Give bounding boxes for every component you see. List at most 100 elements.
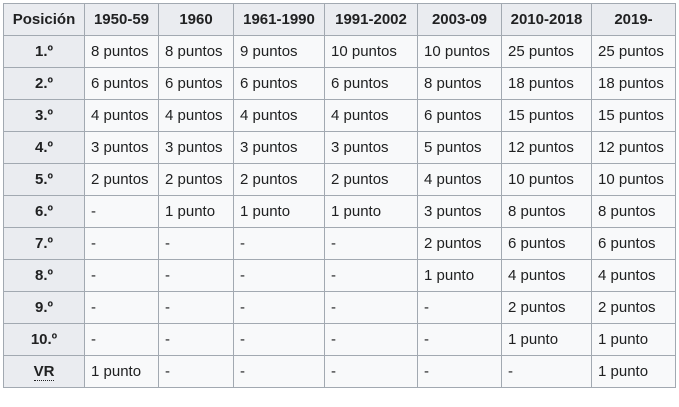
points-cell: - [417,323,502,356]
header-period: 2003-09 [417,3,502,36]
points-cell: 3 puntos [324,131,418,164]
position-cell: 5.º [3,163,85,196]
points-cell: 4 puntos [501,259,592,292]
header-position: Posición [3,3,85,36]
position-cell: 7.º [3,227,85,260]
header-period: 1960 [158,3,234,36]
position-cell: 6.º [3,195,85,228]
points-system-table: Posición 1950-59 1960 1961-1990 1991-200… [3,3,676,388]
points-cell: 1 punto [591,355,676,388]
points-cell: 8 puntos [591,195,676,228]
points-cell: - [233,291,325,324]
points-cell: 12 puntos [501,131,592,164]
position-cell: 4.º [3,131,85,164]
points-cell: 6 puntos [501,227,592,260]
points-cell: 6 puntos [158,67,234,100]
points-cell: 6 puntos [417,99,502,132]
points-cell: - [84,227,159,260]
points-cell: 4 puntos [324,99,418,132]
position-cell: 10.º [3,323,85,356]
points-cell: - [158,259,234,292]
points-cell: 8 puntos [417,67,502,100]
table-row: 4.º 3 puntos 3 puntos 3 puntos 3 puntos 5 pun… [3,131,676,164]
points-cell: 1 punto [324,195,418,228]
points-cell: 25 puntos [501,35,592,68]
points-cell: 4 puntos [233,99,325,132]
points-cell: - [324,323,418,356]
points-cell: 10 puntos [417,35,502,68]
points-cell: - [84,323,159,356]
points-cell: - [233,323,325,356]
points-cell: 1 punto [158,195,234,228]
table-row: 5.º 2 puntos 2 puntos 2 puntos 2 puntos 4 pun… [3,163,676,196]
points-cell: 10 puntos [324,35,418,68]
points-cell: 10 puntos [501,163,592,196]
position-cell: 3.º [3,99,85,132]
header-period: 1991-2002 [324,3,418,36]
points-cell: 3 puntos [158,131,234,164]
table-row: 9.º - - - - -2 puntos 2 puntos [3,291,676,324]
points-cell: - [158,323,234,356]
points-cell: 3 puntos [417,195,502,228]
header-period: 1950-59 [84,3,159,36]
table-row: 7.º - - - -2 puntos 6 puntos 6 puntos [3,227,676,260]
points-cell: 6 puntos [233,67,325,100]
points-cell: 2 puntos [158,163,234,196]
points-cell: 3 puntos [84,131,159,164]
points-cell: - [501,355,592,388]
points-cell: 12 puntos [591,131,676,164]
table-row: VR 1 punto - - - - -1 punto [3,355,676,388]
points-cell: 1 punto [84,355,159,388]
points-cell: 1 punto [417,259,502,292]
points-cell: 18 puntos [591,67,676,100]
table-row: 10.º - - - - -1 punto 1 punto [3,323,676,356]
points-cell: 6 puntos [591,227,676,260]
position-cell: 9.º [3,291,85,324]
points-cell: - [233,227,325,260]
points-cell: 4 puntos [84,99,159,132]
points-cell: 8 puntos [158,35,234,68]
points-cell: 6 puntos [84,67,159,100]
points-cell: 1 punto [233,195,325,228]
points-cell: 5 puntos [417,131,502,164]
points-cell: 25 puntos [591,35,676,68]
points-cell: 4 puntos [417,163,502,196]
points-cell: 2 puntos [324,163,418,196]
table-container: Posición 1950-59 1960 1961-1990 1991-200… [3,3,676,388]
position-cell: 2.º [3,67,85,100]
points-cell: - [158,227,234,260]
table-row: 8.º - - - -1 punto 4 puntos 4 puntos [3,259,676,292]
points-cell: 2 puntos [233,163,325,196]
points-cell: 15 puntos [501,99,592,132]
header-row: Posición 1950-59 1960 1961-1990 1991-200… [3,3,676,36]
header-period: 1961-1990 [233,3,325,36]
points-cell: 10 puntos [591,163,676,196]
header-period: 2010-2018 [501,3,592,36]
points-cell: 6 puntos [324,67,418,100]
points-cell: 8 puntos [84,35,159,68]
points-cell: 3 puntos [233,131,325,164]
points-cell: 18 puntos [501,67,592,100]
points-cell: 1 punto [591,323,676,356]
fastest-lap-abbr[interactable]: VR [33,363,55,381]
points-cell: - [84,195,159,228]
points-cell: - [158,355,234,388]
points-cell: - [324,259,418,292]
points-cell: 9 puntos [233,35,325,68]
position-cell: 1.º [3,35,85,68]
points-cell: 4 puntos [591,259,676,292]
points-cell: 4 puntos [158,99,234,132]
points-cell: - [84,291,159,324]
table-row: 3.º 4 puntos 4 puntos 4 puntos 4 puntos 6 pun… [3,99,676,132]
points-cell: - [417,355,502,388]
points-cell: 8 puntos [501,195,592,228]
points-cell: - [324,291,418,324]
table-row: 2.º 6 puntos 6 puntos 6 puntos 6 puntos 8 pun… [3,67,676,100]
points-cell: - [324,227,418,260]
points-cell: - [233,259,325,292]
points-cell: - [84,259,159,292]
points-cell: - [233,355,325,388]
points-cell: - [158,291,234,324]
points-cell: 2 puntos [84,163,159,196]
points-cell: 1 punto [501,323,592,356]
